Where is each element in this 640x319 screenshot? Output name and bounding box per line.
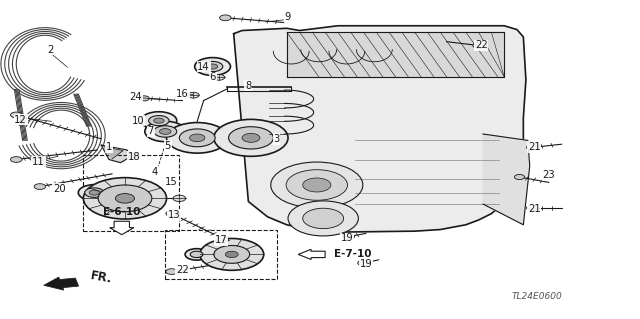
Circle shape xyxy=(166,269,177,274)
Text: 4: 4 xyxy=(152,167,158,177)
Circle shape xyxy=(195,58,230,75)
Circle shape xyxy=(10,112,22,118)
FancyArrow shape xyxy=(109,221,134,235)
Circle shape xyxy=(166,211,177,217)
Text: 8: 8 xyxy=(245,81,252,91)
Circle shape xyxy=(148,115,169,126)
Text: 15: 15 xyxy=(165,177,178,187)
Circle shape xyxy=(242,133,260,142)
Polygon shape xyxy=(234,26,526,232)
Circle shape xyxy=(214,246,250,263)
Text: 13: 13 xyxy=(168,210,180,220)
Text: 17: 17 xyxy=(214,235,227,245)
Circle shape xyxy=(473,43,484,48)
Circle shape xyxy=(286,170,348,200)
Polygon shape xyxy=(287,32,504,77)
Text: 12: 12 xyxy=(14,115,27,125)
Circle shape xyxy=(84,188,104,197)
Circle shape xyxy=(83,178,166,219)
Circle shape xyxy=(141,112,177,130)
Text: 1: 1 xyxy=(106,142,112,152)
Circle shape xyxy=(207,64,218,69)
Circle shape xyxy=(189,134,205,142)
Circle shape xyxy=(303,208,344,229)
Circle shape xyxy=(159,129,171,134)
Text: 18: 18 xyxy=(128,152,141,162)
Text: 20: 20 xyxy=(52,184,65,194)
Circle shape xyxy=(115,194,134,203)
Text: E-6-10: E-6-10 xyxy=(103,207,140,217)
Circle shape xyxy=(527,145,538,150)
Text: 16: 16 xyxy=(176,89,189,99)
Circle shape xyxy=(343,234,355,240)
Text: TL24E0600: TL24E0600 xyxy=(512,292,563,301)
Text: 22: 22 xyxy=(475,41,488,50)
Text: 6: 6 xyxy=(209,72,216,82)
Text: 9: 9 xyxy=(285,12,291,22)
Text: 14: 14 xyxy=(197,62,210,71)
Text: 19: 19 xyxy=(340,234,353,243)
Bar xyxy=(165,230,277,279)
Circle shape xyxy=(515,174,525,180)
Text: 10: 10 xyxy=(131,116,144,126)
Bar xyxy=(83,155,179,231)
Circle shape xyxy=(527,205,538,211)
Circle shape xyxy=(220,15,231,21)
Text: 21: 21 xyxy=(528,204,541,214)
Circle shape xyxy=(78,185,110,201)
Text: 7: 7 xyxy=(147,126,154,137)
Circle shape xyxy=(288,201,358,236)
Circle shape xyxy=(179,129,215,147)
Polygon shape xyxy=(101,145,131,163)
Circle shape xyxy=(154,126,177,137)
Circle shape xyxy=(190,251,203,257)
Circle shape xyxy=(271,162,363,208)
FancyArrow shape xyxy=(298,249,325,259)
Circle shape xyxy=(173,195,186,202)
Circle shape xyxy=(154,118,164,123)
Circle shape xyxy=(166,122,228,153)
Text: 3: 3 xyxy=(273,134,280,144)
Polygon shape xyxy=(483,134,530,225)
Circle shape xyxy=(228,127,273,149)
Circle shape xyxy=(185,249,208,260)
Circle shape xyxy=(98,185,152,212)
Circle shape xyxy=(200,239,264,270)
Text: 5: 5 xyxy=(164,141,171,151)
Text: FR.: FR. xyxy=(90,269,114,286)
Text: 22: 22 xyxy=(176,265,189,275)
Text: 2: 2 xyxy=(47,45,53,55)
Circle shape xyxy=(303,178,331,192)
Circle shape xyxy=(10,157,22,162)
Circle shape xyxy=(214,119,288,156)
Circle shape xyxy=(139,96,149,101)
Text: 21: 21 xyxy=(528,142,541,152)
Circle shape xyxy=(188,92,199,98)
Circle shape xyxy=(128,153,138,158)
Circle shape xyxy=(202,62,223,71)
Text: 23: 23 xyxy=(543,170,556,181)
Circle shape xyxy=(34,184,45,189)
Circle shape xyxy=(145,121,186,142)
Text: E-7-10: E-7-10 xyxy=(334,249,372,259)
Circle shape xyxy=(225,251,238,257)
Text: 24: 24 xyxy=(129,93,142,102)
Text: 19: 19 xyxy=(360,259,372,269)
Circle shape xyxy=(89,190,99,195)
Circle shape xyxy=(358,260,369,266)
Polygon shape xyxy=(104,147,123,159)
Circle shape xyxy=(217,237,228,243)
Circle shape xyxy=(213,74,225,80)
FancyArrow shape xyxy=(44,277,79,290)
Text: 11: 11 xyxy=(32,157,45,167)
